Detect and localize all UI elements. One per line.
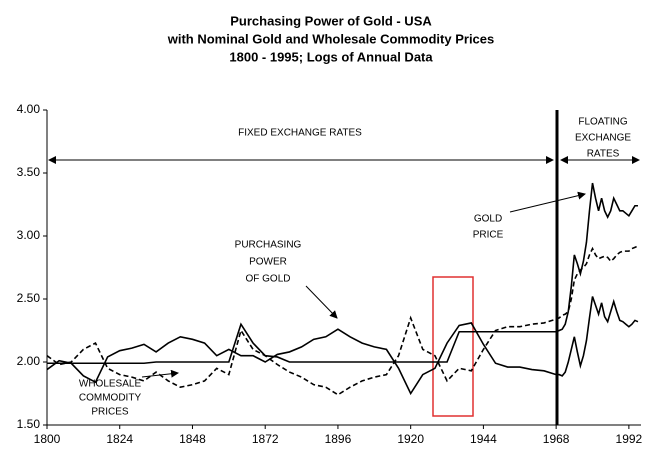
annotation: EXCHANGE <box>575 133 631 144</box>
x-tick-label: 1968 <box>543 432 570 446</box>
pp-arrow <box>305 285 338 319</box>
x-tick-label: 1872 <box>252 432 279 446</box>
highlight-box <box>432 276 474 417</box>
annotation: WHOLESALE <box>79 379 142 390</box>
chart-title: Purchasing Power of Gold - USA <box>230 13 432 28</box>
x-tick-label: 1848 <box>179 432 206 446</box>
chart-title: 1800 - 1995; Logs of Annual Data <box>229 49 433 64</box>
x-tick-label: 1800 <box>34 432 61 446</box>
x-tick-label: 1992 <box>616 432 643 446</box>
y-tick-label: 1.50 <box>17 417 41 431</box>
annotation: FIXED EXCHANGE RATES <box>238 128 362 139</box>
annotation: PRICE <box>473 230 504 241</box>
y-tick-label: 3.50 <box>17 165 41 179</box>
series-line <box>46 296 639 396</box>
annotation: RATES <box>587 149 620 160</box>
annotation: FLOATING <box>578 117 627 128</box>
annotation: COMMODITY <box>79 393 142 404</box>
series-line <box>47 182 638 365</box>
annotation: PRICES <box>91 407 129 418</box>
annotation: POWER <box>249 257 287 268</box>
series-line <box>46 245 639 396</box>
x-tick-label: 1824 <box>106 432 133 446</box>
x-tick-label: 1944 <box>470 432 497 446</box>
y-tick-label: 2.50 <box>17 291 41 305</box>
annotation: PURCHASING <box>235 240 302 251</box>
y-tick-label: 4.00 <box>17 102 41 116</box>
x-tick-label: 1920 <box>397 432 424 446</box>
annotation: GOLD <box>474 214 502 225</box>
x-tick-label: 1896 <box>325 432 352 446</box>
annotation: OF GOLD <box>245 274 290 285</box>
gold-arrow <box>509 191 586 213</box>
y-tick-label: 2.00 <box>17 354 41 368</box>
chart-title: with Nominal Gold and Wholesale Commodit… <box>167 31 495 46</box>
y-tick-label: 3.00 <box>17 228 41 242</box>
